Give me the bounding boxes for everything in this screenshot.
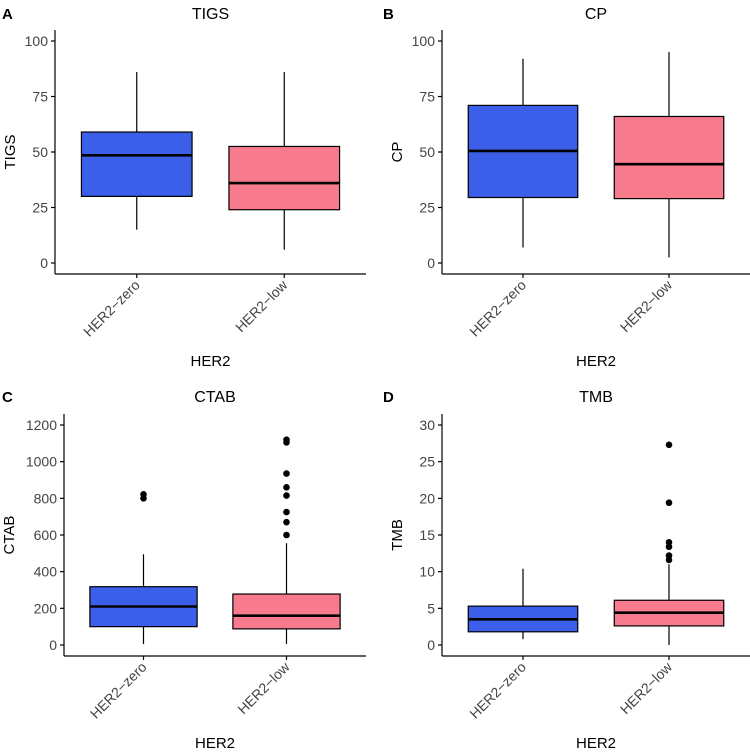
x-tick-label: HER2−zero [466, 659, 529, 722]
outlier-point [665, 499, 673, 507]
x-tick-label: HER2−low [617, 658, 676, 717]
y-tick-label: 0 [40, 255, 48, 271]
chart-title: TMB [579, 389, 613, 406]
box-1 [613, 115, 725, 200]
y-tick-label: 100 [412, 33, 436, 49]
x-axis-label: HER2 [576, 353, 616, 370]
x-axis-label: HER2 [190, 353, 230, 370]
y-tick-label: 10 [419, 564, 435, 580]
panel-letter: A [2, 6, 13, 23]
panel-d: D TMB 0 5 10 15 20 25 30 HER2−zero HER2−low HER2 TMB [383, 389, 750, 752]
y-tick-label: 0 [427, 255, 435, 271]
y-tick-label: 800 [34, 490, 58, 506]
y-axis-label: TIGS [2, 134, 19, 169]
y-tick-label: 20 [419, 490, 435, 506]
chart-title: CTAB [194, 389, 235, 406]
y-tick-label: 50 [32, 144, 48, 160]
panel-letter: B [383, 6, 394, 23]
x-axis-label: HER2 [576, 735, 616, 752]
panel-a: A TIGS 0 25 50 75 100 HER2−zero HER2−low HER2 TIGS [2, 6, 366, 370]
x-tick-label: HER2−zero [87, 659, 150, 722]
box-0 [80, 131, 193, 198]
outlier-point [283, 492, 290, 499]
box-1 [228, 145, 341, 211]
outlier-point [283, 470, 290, 477]
y-tick-label: 100 [25, 33, 49, 49]
outlier-point [665, 552, 673, 559]
panel-b: B CP 0 25 50 75 100 HER2−zero HER2−low HER2 CP [383, 6, 750, 370]
outlier-point [283, 508, 290, 516]
y-tick-label: 15 [419, 527, 435, 543]
y-tick-label: 5 [427, 600, 435, 616]
outlier-point [283, 484, 290, 491]
y-axis-label: TMB [389, 519, 406, 551]
x-tick-label: HER2−low [617, 276, 676, 335]
y-tick-label: 0 [427, 637, 435, 653]
y-tick-label: 25 [32, 200, 48, 216]
panel-letter: D [383, 389, 394, 406]
x-tick-label: HER2−low [234, 658, 293, 717]
x-tick-label: HER2−zero [466, 277, 529, 340]
y-tick-label: 75 [32, 89, 48, 105]
chart-title: TIGS [192, 6, 229, 23]
box-1 [232, 593, 341, 630]
chart-title: CP [585, 6, 607, 23]
outlier-point [665, 441, 673, 449]
x-tick-label: HER2−zero [80, 277, 143, 340]
outlier-point [283, 531, 290, 539]
x-axis-label: HER2 [195, 735, 235, 752]
outlier-point [665, 539, 673, 546]
outlier-point [283, 518, 290, 526]
y-axis-label: CP [389, 142, 406, 163]
y-tick-label: 75 [419, 89, 435, 105]
outlier-point [140, 491, 147, 498]
y-tick-label: 25 [419, 454, 435, 470]
y-tick-label: 30 [419, 417, 435, 433]
y-tick-label: 200 [34, 600, 58, 616]
y-tick-label: 50 [419, 144, 435, 160]
y-tick-label: 400 [34, 564, 58, 580]
panel-c: C CTAB 0 200 400 600 800 1000 1200 HER2−zero HER2−… [1, 389, 366, 752]
y-tick-label: 1000 [26, 454, 57, 470]
y-tick-label: 25 [419, 200, 435, 216]
panel-letter: C [2, 389, 13, 406]
y-tick-label: 600 [34, 527, 58, 543]
outlier-point [283, 436, 290, 443]
y-tick-label: 1200 [26, 417, 57, 433]
y-tick-label: 0 [49, 637, 57, 653]
y-axis-label: CTAB [1, 516, 18, 555]
x-tick-label: HER2−low [232, 276, 291, 335]
